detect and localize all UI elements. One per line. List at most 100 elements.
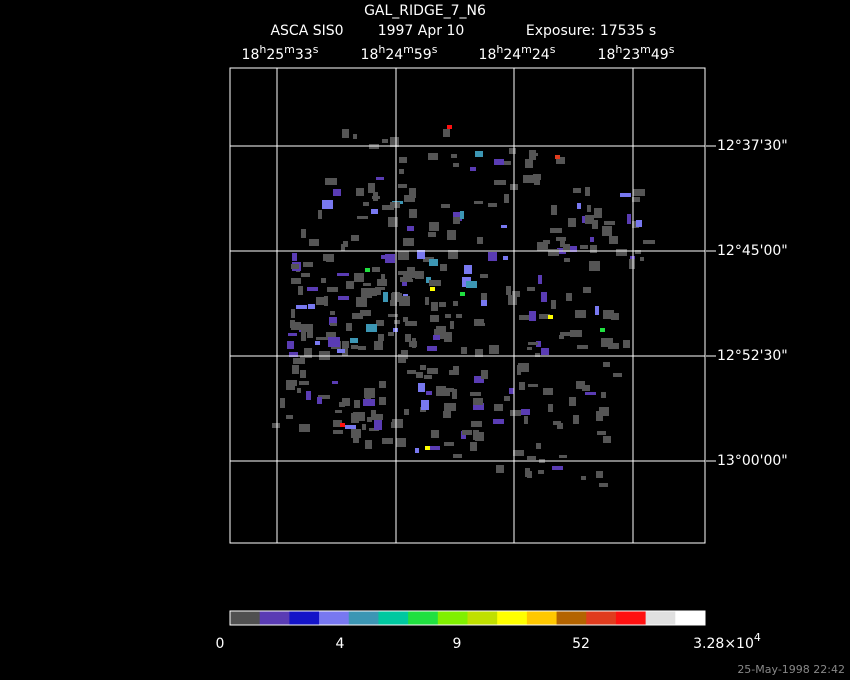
pixel-blob [333,420,342,427]
colorbar-segment [467,611,498,625]
pixel-blob [488,203,497,207]
pixel-blob [559,455,567,458]
pixel-blob [304,348,312,358]
exposure: Exposure: 17535 s [526,23,656,39]
colorbar-segment [230,611,261,625]
pixel-blob [519,315,529,320]
pixel-blob [470,167,476,171]
pixel-blob [608,343,619,349]
pixel-blob [318,210,322,219]
pixel-blob [424,375,432,379]
pixel-blob [582,385,590,391]
pixel-blob [449,370,459,375]
pixel-blob [570,330,582,337]
pixel-blob [474,376,484,383]
pixel-blob [536,341,541,347]
pixel-blob [280,398,285,408]
pixel-blob [404,409,409,415]
pixel-blob [441,204,450,208]
pixel-blob [527,347,532,350]
pixel-blob [443,411,451,418]
pixel-blob [603,310,614,319]
pixel-blob [427,368,438,374]
pixel-blob [303,262,313,267]
pixel-blob [342,129,349,138]
footer-timestamp: 25-May-1998 22:42 [737,663,845,676]
pixel-blob [623,340,630,348]
pixel-blob [573,415,579,424]
pixel-blob [350,338,358,343]
pixel-blob [403,238,414,246]
pixel-blob [601,392,606,398]
pixel-blob [447,230,456,240]
pixel-blob [496,465,504,473]
pixel-blob [288,333,297,336]
pixel-blob [407,370,416,374]
colorbar-segment [289,611,320,625]
pixel-blob [301,324,313,332]
pixel-blob [315,341,320,345]
pixel-blob [580,245,588,249]
pixel-blob [371,209,378,214]
title: GAL_RIDGE_7_N6 [364,3,486,19]
colorbar-segment [319,611,350,625]
pixel-blob [405,321,417,326]
pixel-blob [538,470,544,474]
pixel-blob [481,370,488,379]
pixel-blob [509,148,516,154]
pixel-blob [550,228,562,233]
ra-label-part: s [432,43,438,56]
pixel-blob [374,341,383,350]
colorbar-segment [378,611,409,625]
pixel-blob [356,297,367,307]
colorbar-label-exp: 4 [754,631,761,644]
colorbar-segment [348,611,379,625]
pixel-blob [585,187,590,196]
pixel-blob [585,215,594,224]
colorbar-segment [586,611,617,625]
pixel-blob [481,299,487,306]
pixel-blob [509,388,514,394]
pixel-blob [365,392,371,402]
instrument: ASCA SIS0 [270,23,343,39]
pixel-blob [323,254,334,261]
pixel-blob [456,314,462,318]
pixel-blob [358,346,366,350]
pixel-blob [480,274,488,278]
pixel-blob [382,438,393,444]
pixel-blob [566,293,572,301]
pixel-blob [528,342,538,345]
ra-label: 18h24m24s [479,43,556,63]
pixel-blob [383,292,388,302]
pixel-blob [376,177,384,180]
ra-label-part: 24 [503,47,521,63]
pixel-blob [474,319,484,326]
pixel-blob [351,345,358,349]
ra-label-part: s [313,43,319,56]
pixel-blob [293,380,297,386]
pixel-blob [409,209,417,218]
pixel-blob [581,476,586,480]
pixel-blob [409,188,416,198]
pixel-blob [396,438,406,447]
pixel-blob [640,257,644,261]
pixel-blob [342,398,350,406]
coordinate-grid [230,68,705,543]
pixel-blob [416,372,423,378]
sky-image [272,125,655,487]
pixel-blob [590,245,597,253]
bright-source [430,287,435,291]
pixel-blob [543,240,550,244]
ra-label-part: s [669,43,675,56]
pixel-blob [342,341,349,348]
pixel-blob [365,440,372,449]
dec-label: 12°52'30" [717,348,788,364]
pixel-blob [632,221,639,228]
pixel-blob [371,410,376,420]
pixel-blob [316,337,326,340]
pixel-blob [506,286,511,295]
pixel-blob [301,332,306,341]
ra-label-part: 18 [242,47,260,63]
pixel-blob [602,226,612,236]
pixel-blob [453,301,458,306]
